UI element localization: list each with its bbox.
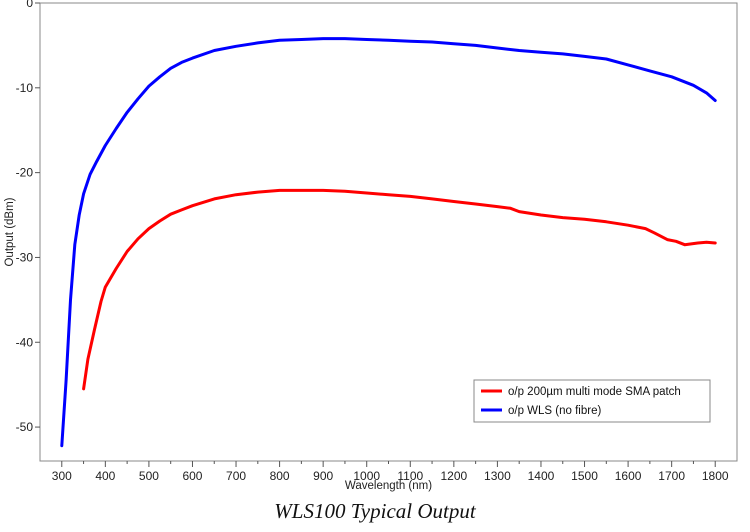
x-tick-label: 1500: [571, 469, 598, 483]
x-tick-label: 800: [270, 469, 290, 483]
line-chart: 300 400 500 600 700 800 900 1000 1100 1200 1300 140…: [4, 0, 738, 492]
x-tick-label: 700: [226, 469, 246, 483]
x-tick-label: 600: [182, 469, 202, 483]
x-axis-ticks: 300 400 500 600 700 800 900 1000 1100 1200 1300 140…: [52, 461, 729, 483]
x-tick-label: 900: [313, 469, 333, 483]
x-axis-title: Wavelength (nm): [345, 480, 432, 492]
x-tick-label: 400: [95, 469, 115, 483]
x-tick-label: 500: [139, 469, 159, 483]
x-tick-label: 1800: [702, 469, 729, 483]
series-layer: [60, 37, 717, 448]
series-line-1: [60, 37, 717, 448]
legend-box: [473, 379, 711, 423]
series-line-0: [82, 188, 717, 391]
x-tick-label: 1700: [658, 469, 685, 483]
y-axis-ticks: 0 -10 -20 -30 -40 -50: [16, 0, 40, 434]
x-tick-label: 300: [52, 469, 72, 483]
x-tick-label: 1400: [528, 469, 555, 483]
x-tick-label: 1000: [353, 469, 380, 483]
y-tick-label: -50: [16, 420, 34, 434]
x-tick-label: 1300: [484, 469, 511, 483]
x-tick-label: 1200: [440, 469, 467, 483]
y-axis-title: Output (dBm): [4, 197, 16, 266]
figure-caption: WLS100 Typical Output: [274, 499, 476, 523]
y-tick-label: -30: [16, 250, 34, 264]
y-tick-label: -40: [16, 335, 34, 349]
y-tick-label: -20: [16, 166, 34, 180]
x-tick-label: 1600: [615, 469, 642, 483]
x-tick-label: 1100: [397, 469, 423, 483]
y-tick-label: 0: [26, 0, 33, 10]
legend-label-blue: o/p WLS (no fibre): [508, 405, 601, 417]
legend: o/p 200µm multi mode SMA patch o/p WLS (…: [473, 379, 711, 423]
legend-label-red: o/p 200µm multi mode SMA patch: [508, 386, 681, 398]
y-tick-label: -10: [16, 81, 34, 95]
